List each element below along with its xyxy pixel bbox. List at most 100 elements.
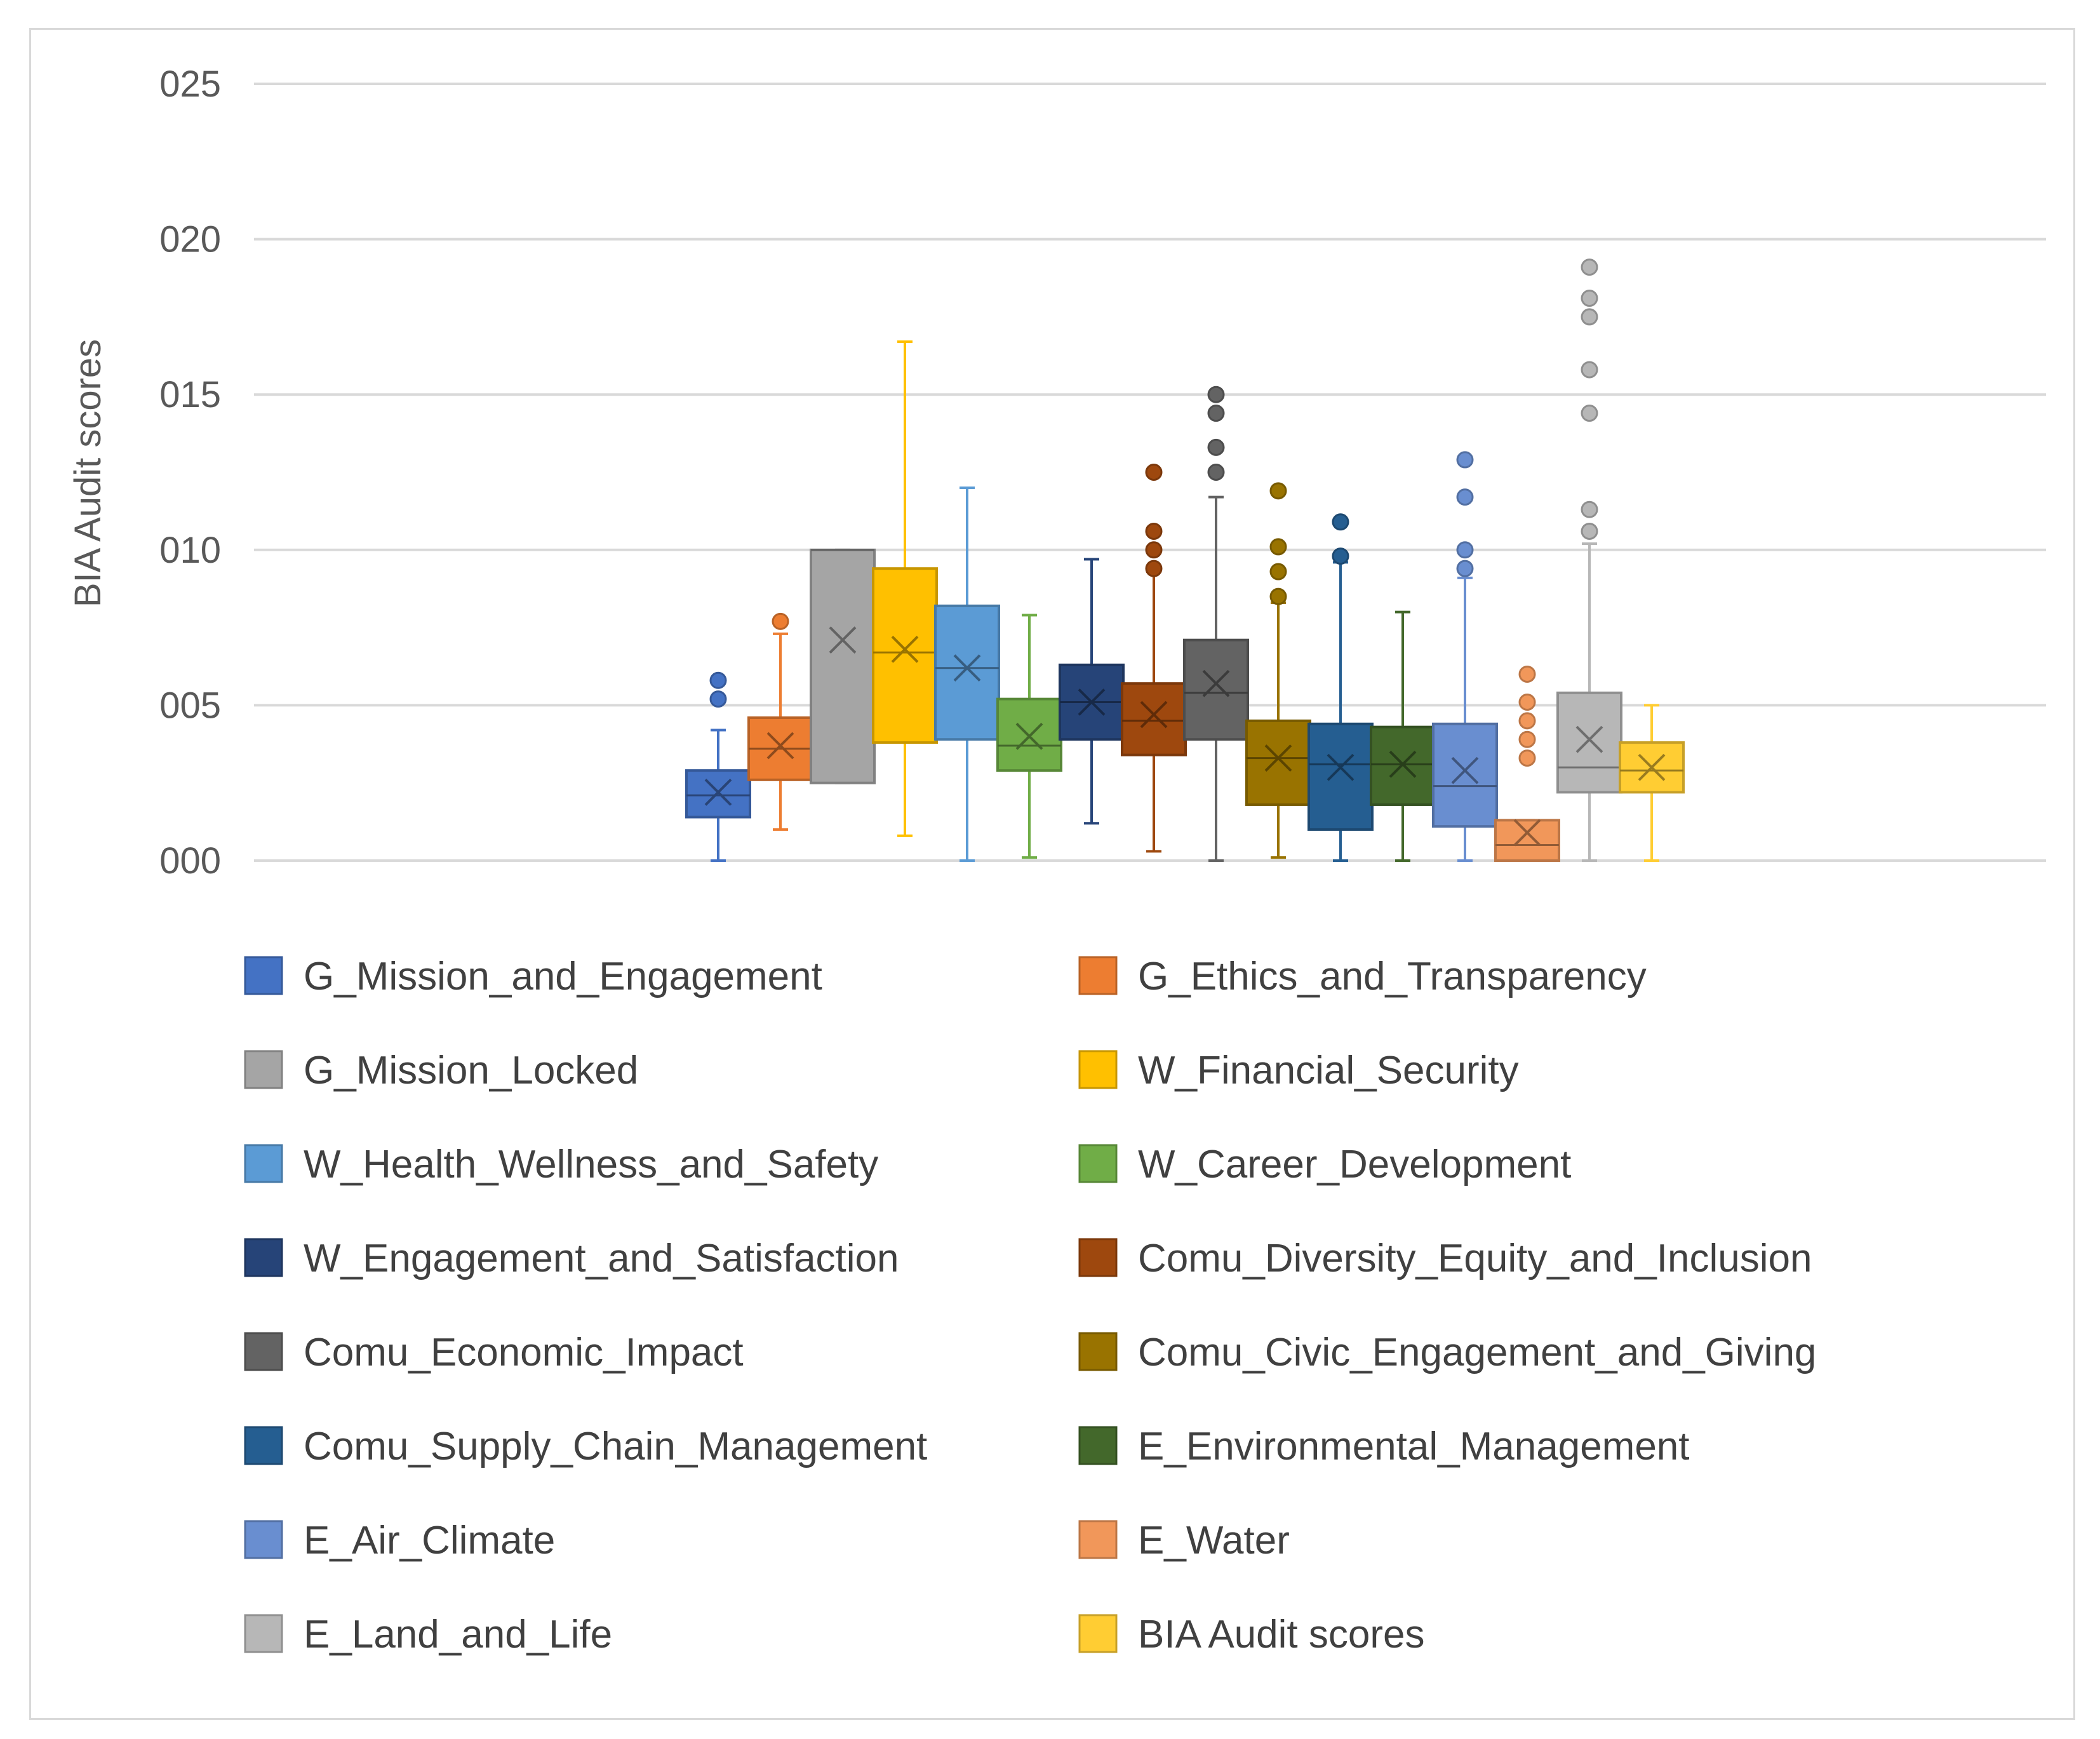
legend-swatch — [1078, 1520, 1118, 1559]
outlier-point — [1581, 522, 1598, 540]
y-tick-label: 020 — [159, 219, 221, 260]
mean-marker — [1140, 701, 1168, 728]
legend-label: W_Health_Wellness_and_Safety — [304, 1143, 878, 1186]
y-tick-label: 015 — [159, 374, 221, 415]
legend-item: Comu_Diversity_Equity_and_Inclusion — [1078, 1237, 1812, 1280]
legend-label: E_Air_Climate — [304, 1519, 555, 1562]
box-5 — [996, 614, 1062, 859]
gridlines — [254, 83, 2046, 862]
box-body — [934, 604, 1000, 741]
box-14 — [1556, 258, 1622, 862]
outlier-point — [1145, 541, 1163, 559]
mean-marker — [1264, 744, 1292, 772]
legend-label: BIA Audit scores — [1138, 1613, 1424, 1656]
legend-swatch — [244, 1426, 283, 1465]
legend-label: Comu_Supply_Chain_Management — [304, 1425, 927, 1468]
legend-label: E_Land_and_Life — [304, 1613, 612, 1656]
legend-label: Comu_Diversity_Equity_and_Inclusion — [1138, 1237, 1812, 1280]
mean-marker — [1513, 819, 1541, 847]
outlier-point — [1269, 588, 1287, 605]
legend-item: E_Environmental_Management — [1078, 1425, 1690, 1468]
outlier-point — [1269, 563, 1287, 581]
outlier-point — [1518, 730, 1536, 748]
outlier-point — [1518, 712, 1536, 730]
box-body — [1121, 682, 1187, 756]
legend-swatch — [1078, 1332, 1118, 1371]
legend: G_Mission_and_Engagement G_Ethics_and_Tra… — [244, 955, 1816, 1656]
legend-item: E_Land_and_Life — [244, 1613, 612, 1656]
legend-label: G_Mission_Locked — [304, 1049, 638, 1092]
mean-marker — [1015, 722, 1043, 750]
mean-marker — [1389, 750, 1417, 778]
outlier-point — [1518, 665, 1536, 683]
legend-label: W_Financial_Security — [1138, 1049, 1519, 1092]
mean-marker — [891, 635, 919, 663]
legend-item: E_Air_Climate — [244, 1519, 555, 1562]
legend-swatch — [244, 1144, 283, 1183]
box-body — [1494, 819, 1560, 863]
outlier-point — [1207, 464, 1225, 481]
mean-marker — [1327, 753, 1354, 781]
box-body — [1556, 691, 1622, 794]
outlier-point — [772, 612, 789, 630]
mean-marker — [829, 626, 857, 654]
box-15 — [1619, 704, 1685, 862]
outlier-point — [1145, 522, 1163, 540]
mean-marker — [1078, 688, 1106, 716]
outlier-point — [1581, 361, 1598, 379]
legend-item: Comu_Economic_Impact — [244, 1331, 744, 1374]
legend-label: W_Engagement_and_Satisfaction — [304, 1237, 899, 1280]
legend-item: G_Mission_Locked — [244, 1049, 638, 1092]
box-0 — [685, 671, 751, 862]
legend-swatch — [1078, 1144, 1118, 1183]
legend-item: BIA Audit scores — [1078, 1613, 1424, 1656]
legend-label: E_Water — [1138, 1519, 1290, 1562]
y-axis-title: BIA Audit scores — [67, 339, 109, 607]
mean-marker — [1638, 753, 1666, 781]
y-tick-label: 025 — [159, 64, 221, 105]
legend-item: Comu_Supply_Chain_Management — [244, 1425, 927, 1468]
legend-swatch — [244, 1614, 283, 1653]
outlier-point — [1269, 538, 1287, 556]
mean-marker — [766, 732, 794, 760]
mean-marker — [1451, 756, 1479, 784]
legend-swatch — [1078, 1426, 1118, 1465]
legend-item: W_Engagement_and_Satisfaction — [244, 1237, 899, 1280]
box-6 — [1059, 558, 1125, 825]
outlier-point — [709, 690, 727, 708]
mean-marker — [1202, 669, 1230, 697]
box-body — [1245, 719, 1311, 806]
legend-label: G_Mission_and_Engagement — [304, 955, 822, 998]
outlier-point — [1456, 488, 1474, 506]
outlier-point — [1581, 290, 1598, 307]
outlier-point — [1581, 500, 1598, 518]
legend-swatch — [244, 956, 283, 995]
mean-marker — [1575, 725, 1603, 753]
outlier-point — [1456, 541, 1474, 559]
chart-frame — [29, 28, 2075, 1720]
box-10 — [1307, 513, 1374, 862]
legend-swatch — [1078, 1050, 1118, 1089]
box-body — [810, 548, 876, 784]
outlier-point — [1518, 749, 1536, 767]
box-7 — [1121, 464, 1187, 853]
legend-label: W_Career_Development — [1138, 1143, 1571, 1186]
legend-item: W_Health_Wellness_and_Safety — [244, 1143, 878, 1186]
legend-item: Comu_Civic_Engagement_and_Giving — [1078, 1331, 1816, 1374]
outlier-point — [1456, 560, 1474, 577]
legend-swatch — [244, 1332, 283, 1371]
legend-label: Comu_Civic_Engagement_and_Giving — [1138, 1331, 1816, 1374]
legend-label: G_Ethics_and_Transparency — [1138, 955, 1647, 998]
box-8 — [1183, 386, 1249, 862]
outlier-point — [1332, 513, 1349, 531]
legend-item: W_Financial_Security — [1078, 1049, 1519, 1092]
box-body — [872, 567, 938, 744]
outlier-point — [1207, 386, 1225, 403]
box-4 — [934, 486, 1000, 862]
box-body — [1307, 722, 1374, 831]
box-1 — [747, 612, 813, 831]
legend-swatch — [244, 1238, 283, 1277]
outlier-point — [1207, 405, 1225, 422]
legend-item: E_Water — [1078, 1519, 1290, 1562]
